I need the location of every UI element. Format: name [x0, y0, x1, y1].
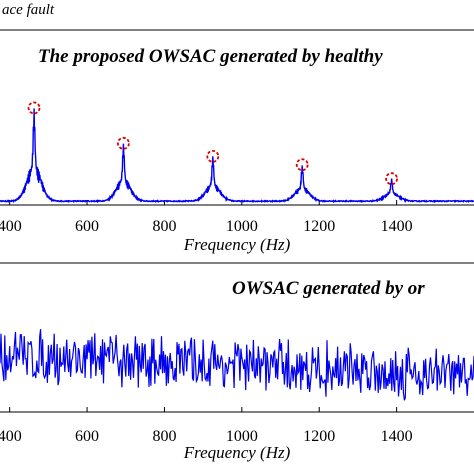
x-axis-label: Frequency (Hz)	[183, 443, 291, 462]
x-axis-tick-labels: 400 600 800 1000 1200 1400	[0, 428, 413, 445]
x-axis-ticks	[9, 200, 398, 205]
peak-marker	[385, 172, 398, 186]
x-tick-label: 600	[75, 428, 99, 445]
x-tick-label: 1400	[381, 218, 413, 235]
x-tick-label: 800	[152, 218, 176, 235]
chart-title: The proposed OWSAC generated by healthy	[38, 46, 383, 67]
x-tick-label: 1400	[381, 428, 413, 445]
header-text: ace fault	[2, 2, 55, 18]
peak-markers	[27, 101, 398, 186]
series-line	[0, 108, 474, 204]
peak-marker	[295, 158, 309, 172]
peak-marker	[206, 149, 220, 163]
x-tick-label: 400	[0, 218, 22, 235]
x-axis-label: Frequency (Hz)	[183, 235, 291, 254]
chart-title: OWSAC generated by or	[232, 278, 425, 299]
peak-marker	[27, 101, 41, 115]
x-tick-label: 800	[152, 428, 176, 445]
x-tick-label: 1000	[226, 218, 258, 235]
x-axis-ticks	[9, 407, 398, 412]
x-axis-tick-labels: 400 600 800 1000 1200 1400	[0, 218, 413, 235]
x-tick-label: 1200	[303, 428, 335, 445]
x-tick-label: 400	[0, 428, 22, 445]
peak-marker	[117, 136, 130, 150]
panel-bottom: OWSAC generated by or 400 600 800 1000 1200 1…	[0, 262, 474, 462]
x-tick-label: 1000	[226, 428, 258, 445]
x-tick-label: 1200	[303, 218, 335, 235]
x-tick-label: 600	[75, 218, 99, 235]
series-line	[0, 329, 474, 401]
panel-top: The proposed OWSAC generated by healthy …	[0, 29, 474, 254]
